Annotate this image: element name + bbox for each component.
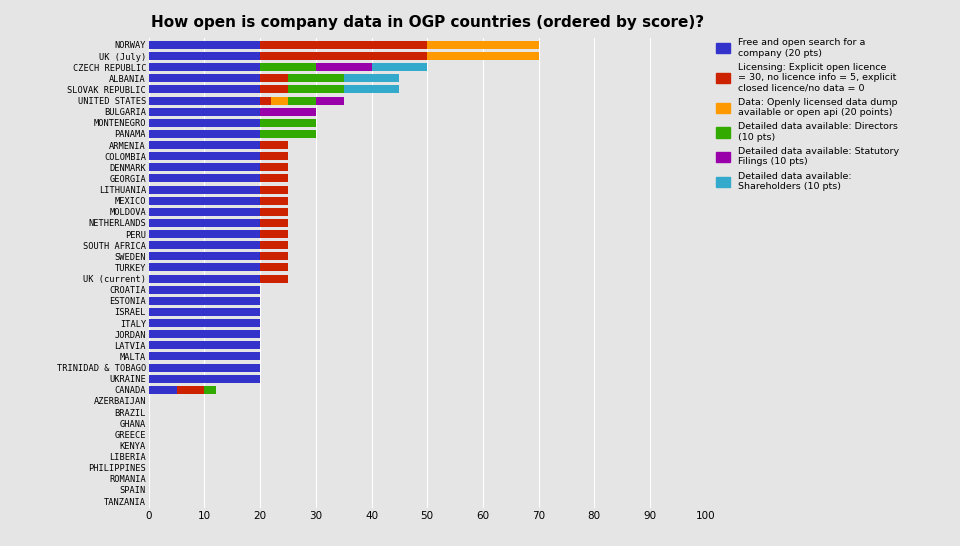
Bar <box>149 152 260 160</box>
Bar <box>149 330 260 338</box>
Bar <box>149 52 260 60</box>
Bar <box>344 74 399 82</box>
Bar <box>149 364 260 372</box>
Bar <box>149 297 260 305</box>
Bar <box>288 85 344 93</box>
Bar <box>260 197 288 205</box>
Bar <box>260 97 272 104</box>
Bar <box>260 230 288 238</box>
Bar <box>260 63 316 71</box>
Bar <box>288 74 344 82</box>
Bar <box>344 85 399 93</box>
Bar <box>427 52 539 60</box>
Bar <box>149 341 260 349</box>
Bar <box>149 119 260 127</box>
Legend: Free and open search for a
company (20 pts), Licensing: Explicit open licence
= : Free and open search for a company (20 p… <box>716 38 899 191</box>
Bar <box>260 119 316 127</box>
Bar <box>149 85 260 93</box>
Bar <box>149 163 260 171</box>
Bar <box>149 186 260 193</box>
Bar <box>260 263 288 271</box>
Bar <box>260 219 288 227</box>
Bar <box>204 386 216 394</box>
Bar <box>149 319 260 327</box>
Bar <box>149 208 260 216</box>
Bar <box>260 108 316 116</box>
Bar <box>149 308 260 316</box>
Bar <box>260 130 316 138</box>
Bar <box>260 141 288 149</box>
Bar <box>260 85 288 93</box>
Bar <box>149 63 260 71</box>
Bar <box>149 141 260 149</box>
Bar <box>149 108 260 116</box>
Bar <box>149 219 260 227</box>
Bar <box>260 241 288 249</box>
Bar <box>260 208 288 216</box>
Bar <box>149 286 260 294</box>
Bar <box>177 386 204 394</box>
Bar <box>149 263 260 271</box>
Bar <box>372 63 427 71</box>
Bar <box>260 275 288 283</box>
Bar <box>149 174 260 182</box>
Bar <box>316 97 344 104</box>
Bar <box>149 41 260 49</box>
Bar <box>260 152 288 160</box>
Bar <box>149 275 260 283</box>
Bar <box>149 386 177 394</box>
Bar <box>149 241 260 249</box>
Bar <box>149 230 260 238</box>
Bar <box>272 97 288 104</box>
Bar <box>260 252 288 260</box>
Bar <box>260 163 288 171</box>
Title: How open is company data in OGP countries (ordered by score)?: How open is company data in OGP countrie… <box>151 15 704 30</box>
Bar <box>260 52 427 60</box>
Bar <box>149 375 260 383</box>
Bar <box>427 41 539 49</box>
Bar <box>149 353 260 360</box>
Bar <box>149 74 260 82</box>
Bar <box>316 63 372 71</box>
Bar <box>149 97 260 104</box>
Bar <box>149 252 260 260</box>
Bar <box>260 186 288 193</box>
Bar <box>260 74 288 82</box>
Bar <box>260 174 288 182</box>
Bar <box>260 41 427 49</box>
Bar <box>288 97 316 104</box>
Bar <box>149 130 260 138</box>
Bar <box>149 197 260 205</box>
